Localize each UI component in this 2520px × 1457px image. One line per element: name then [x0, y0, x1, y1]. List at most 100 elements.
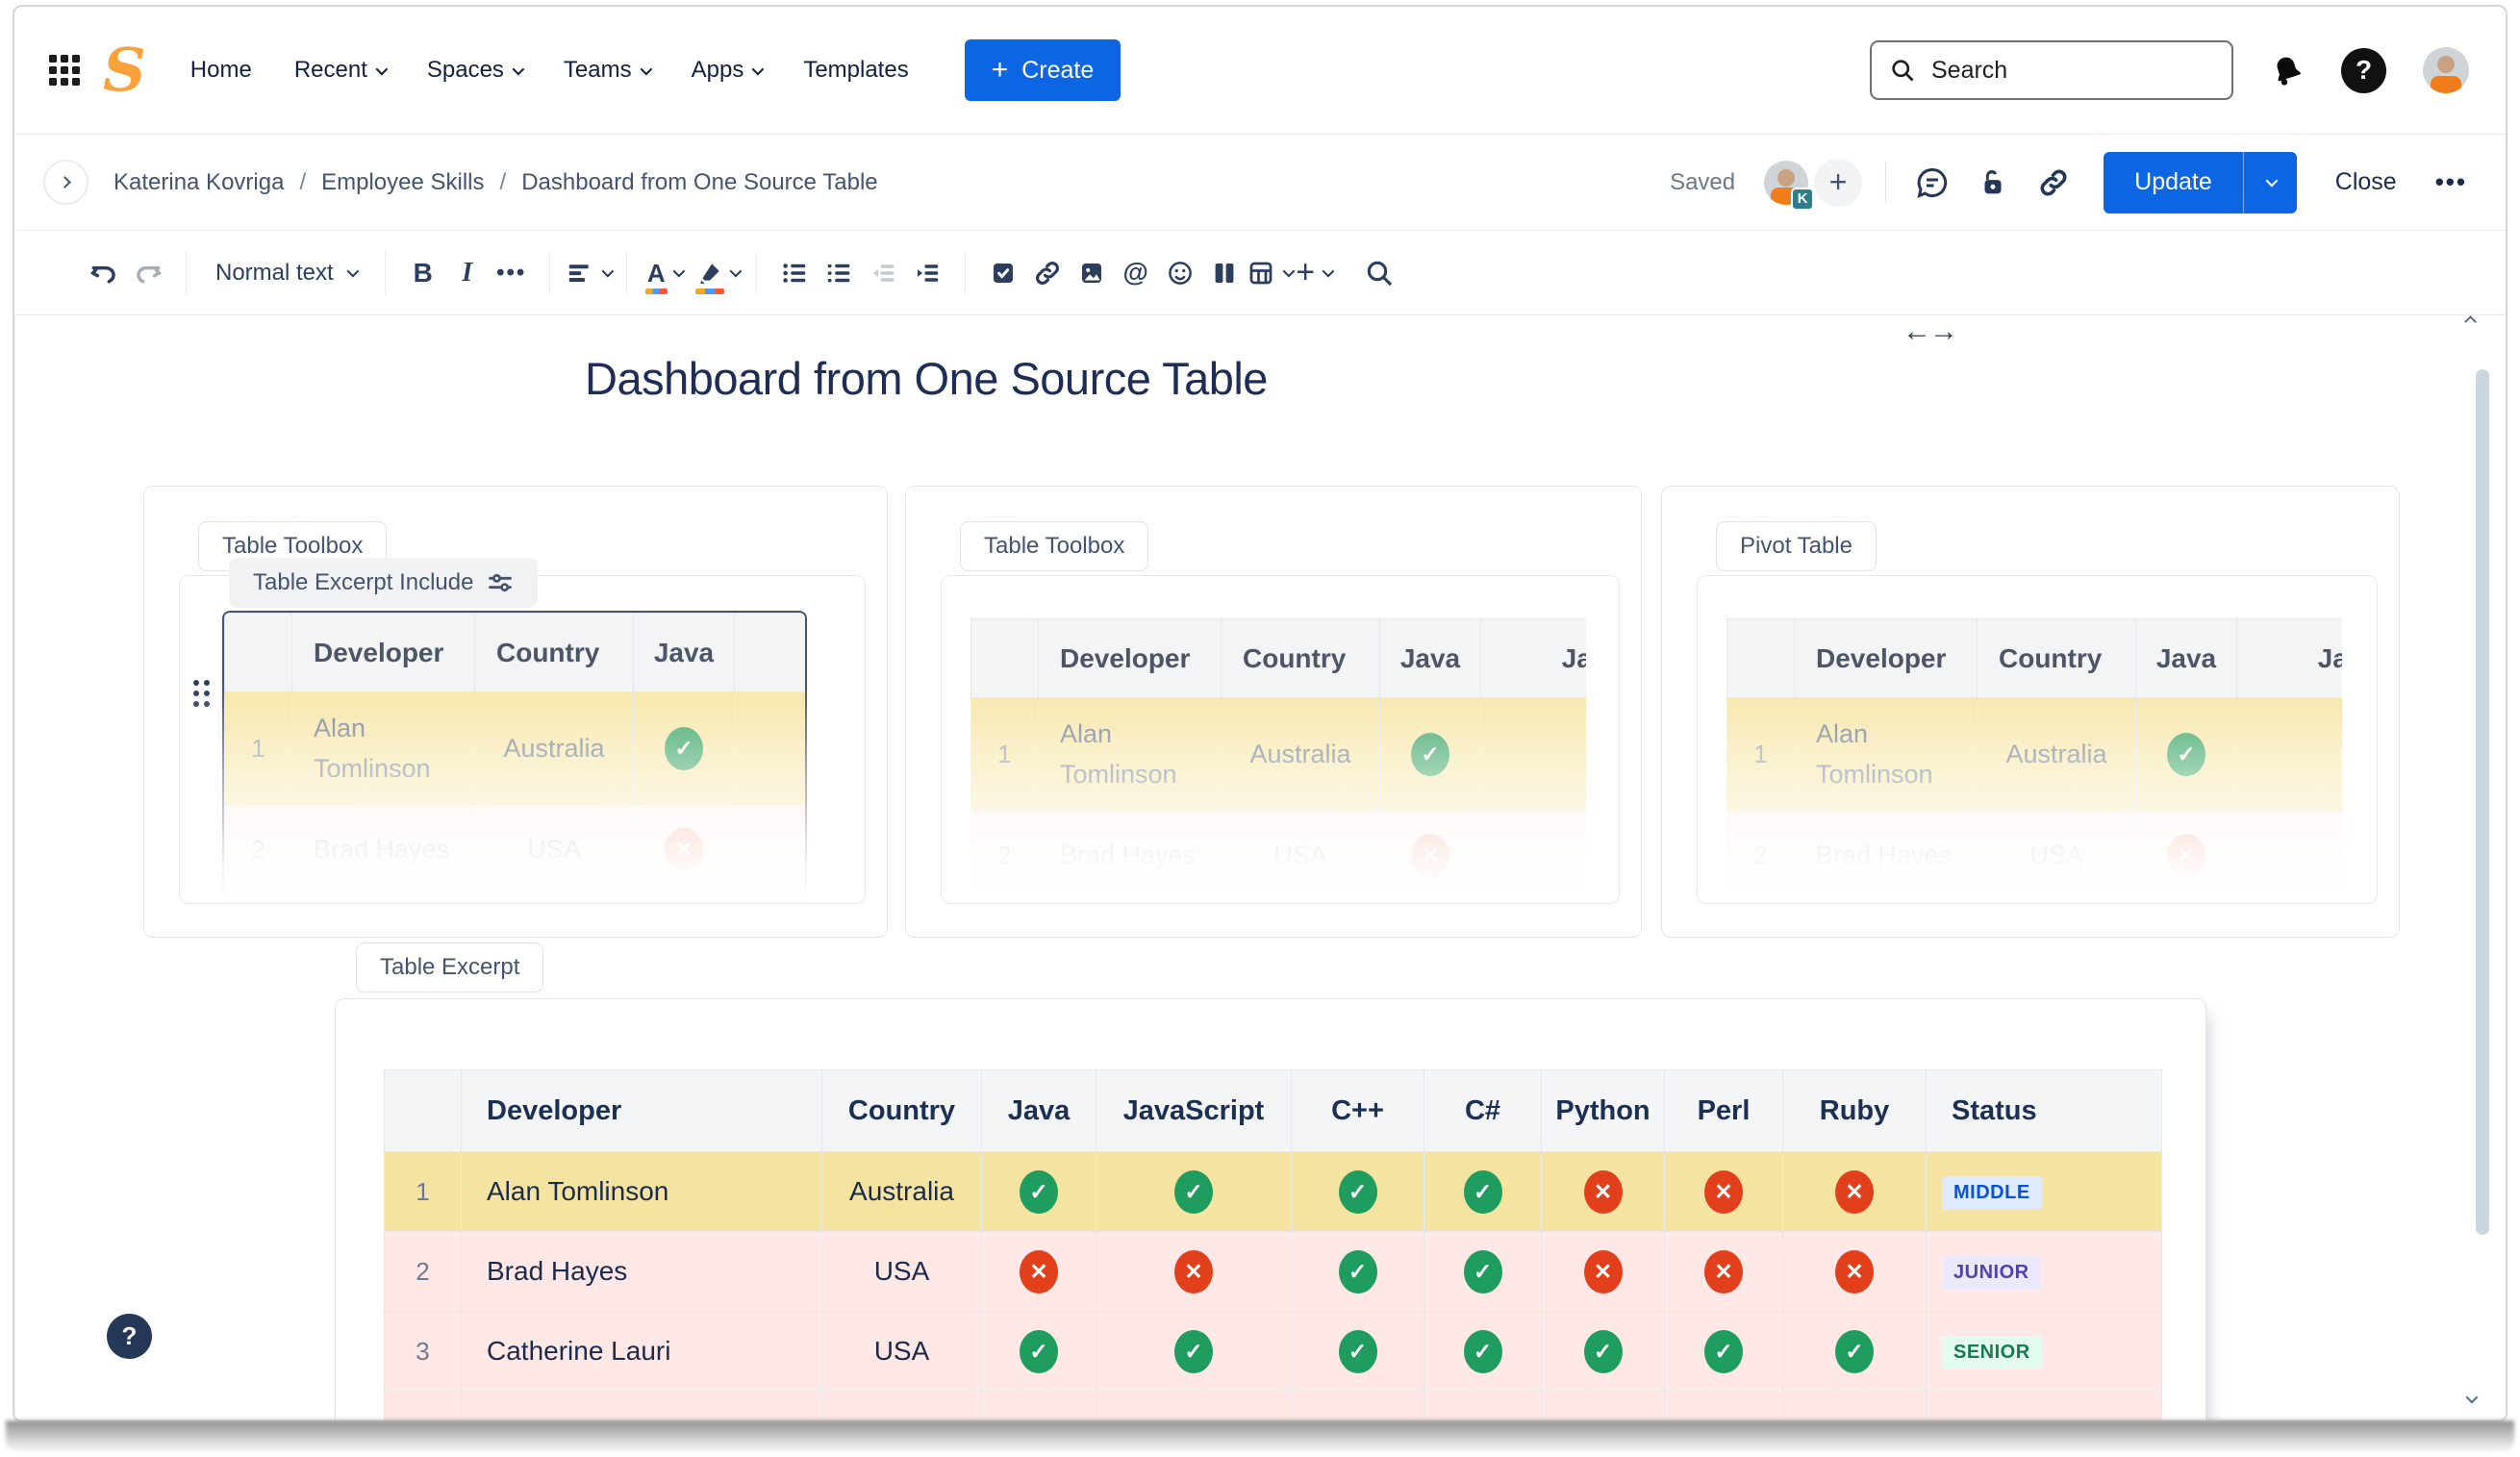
menu-item-recent[interactable]: Recent	[294, 57, 389, 84]
insert-dropdown[interactable]: +	[1292, 248, 1336, 298]
developer-cell[interactable]: Alan Tomlinson	[461, 1151, 822, 1232]
menu-item-teams[interactable]: Teams	[564, 57, 652, 84]
emoji-button[interactable]	[1158, 248, 1202, 298]
mention-button[interactable]: @	[1122, 258, 1148, 287]
table-dropdown[interactable]	[1247, 248, 1295, 298]
skill-cell[interactable]: ✓	[981, 1311, 1096, 1392]
skill-cell[interactable]: ✕	[1664, 1231, 1783, 1312]
indent-button[interactable]	[905, 248, 949, 298]
status-cell[interactable]	[1926, 1391, 2162, 1420]
skill-cell[interactable]: ✕	[1782, 1151, 1927, 1232]
row-number[interactable]: 1	[384, 1151, 462, 1232]
breadcrumb-link-0[interactable]: Katerina Kovriga	[113, 168, 285, 195]
unlock-icon[interactable]	[1977, 166, 2009, 199]
skill-cell[interactable]: ✕	[1782, 1231, 1927, 1312]
macro-label-chip-excerpt[interactable]: Table Excerpt	[356, 942, 544, 992]
fullwidth-toggle-icon[interactable]: ←→	[1903, 315, 1958, 347]
update-button[interactable]: Update	[2104, 151, 2243, 214]
skill-cell[interactable]	[981, 1391, 1096, 1420]
text-color-dropdown[interactable]: A	[643, 248, 687, 298]
product-logo[interactable]: S	[103, 35, 146, 105]
outdent-button[interactable]	[861, 248, 905, 298]
help-fab-button[interactable]: ?	[107, 1314, 152, 1359]
row-number[interactable]: 3	[384, 1311, 462, 1392]
scroll-up-icon[interactable]	[2464, 314, 2477, 331]
collaborator-avatar[interactable]: K	[1764, 160, 1815, 211]
menu-item-apps[interactable]: Apps	[692, 57, 765, 84]
skill-cell[interactable]	[1424, 1391, 1542, 1420]
skill-cell[interactable]	[1291, 1391, 1424, 1420]
status-cell[interactable]: MIDDLE	[1926, 1151, 2162, 1232]
layout-columns-button[interactable]	[1202, 248, 1247, 298]
skill-cell[interactable]: ✓	[1424, 1151, 1542, 1232]
link-button[interactable]	[1025, 248, 1070, 298]
page-title[interactable]: Dashboard from One Source Table	[585, 353, 1268, 404]
text-style-dropdown[interactable]: Normal text	[202, 260, 369, 287]
menu-item-templates[interactable]: Templates	[803, 57, 909, 83]
numbered-list-button[interactable]	[817, 248, 861, 298]
create-button[interactable]: + Create	[964, 39, 1121, 101]
highlight-color-dropdown[interactable]	[695, 248, 743, 298]
close-button[interactable]: Close	[2334, 168, 2397, 195]
breadcrumb-link-2[interactable]: Dashboard from One Source Table	[521, 168, 878, 195]
developer-cell[interactable]: Catherine Lauri	[461, 1311, 822, 1392]
macro-label-chip-inner[interactable]: Table Excerpt Include	[229, 558, 539, 608]
redo-button[interactable]	[126, 248, 170, 298]
italic-button[interactable]: I	[462, 257, 473, 288]
skill-cell[interactable]: ✓	[981, 1151, 1096, 1232]
skill-cell[interactable]	[1541, 1391, 1665, 1420]
skill-cell[interactable]: ✓	[1541, 1311, 1665, 1392]
notifications-bell-icon[interactable]	[2270, 53, 2305, 88]
skill-cell[interactable]: ✕	[981, 1231, 1096, 1312]
skill-cell[interactable]: ✕	[1541, 1151, 1665, 1232]
skill-cell[interactable]: ✓	[1782, 1311, 1927, 1392]
more-actions-button[interactable]: •••	[2434, 167, 2467, 196]
skill-cell[interactable]: ✓	[1096, 1151, 1292, 1232]
menu-item-home[interactable]: Home	[189, 57, 252, 83]
find-button[interactable]	[1357, 248, 1401, 298]
skill-cell[interactable]	[1782, 1391, 1927, 1420]
search-input[interactable]: Search	[1870, 40, 2233, 100]
skill-cell[interactable]: ✓	[1291, 1151, 1424, 1232]
alignment-dropdown[interactable]	[566, 248, 614, 298]
skill-cell[interactable]	[1096, 1391, 1292, 1420]
status-cell[interactable]: JUNIOR	[1926, 1231, 2162, 1312]
app-switcher-icon[interactable]	[49, 55, 80, 86]
developer-cell[interactable]	[461, 1391, 822, 1420]
bold-button[interactable]: B	[413, 257, 433, 288]
breadcrumb-link-1[interactable]: Employee Skills	[321, 168, 485, 195]
profile-avatar[interactable]	[2423, 47, 2469, 93]
more-formatting-button[interactable]: •••	[496, 259, 527, 286]
skill-cell[interactable]: ✓	[1096, 1311, 1292, 1392]
country-cell[interactable]: USA	[821, 1311, 982, 1392]
row-number[interactable]	[384, 1391, 462, 1420]
country-cell[interactable]	[821, 1391, 982, 1420]
skill-cell[interactable]: ✓	[1424, 1311, 1542, 1392]
skill-cell[interactable]: ✓	[1424, 1231, 1542, 1312]
comment-icon[interactable]	[1915, 165, 1950, 200]
expand-sidebar-button[interactable]	[43, 160, 88, 205]
status-cell[interactable]: SENIOR	[1926, 1311, 2162, 1392]
task-list-button[interactable]	[981, 248, 1025, 298]
macro-label-chip[interactable]: Pivot Table	[1716, 521, 1877, 571]
skill-cell[interactable]: ✓	[1291, 1231, 1424, 1312]
skill-cell[interactable]	[1664, 1391, 1783, 1420]
row-number[interactable]: 2	[384, 1231, 462, 1312]
macro-label-chip[interactable]: Table Toolbox	[960, 521, 1149, 571]
country-cell[interactable]: USA	[821, 1231, 982, 1312]
update-dropdown-button[interactable]	[2242, 151, 2297, 214]
skill-cell[interactable]: ✓	[1291, 1311, 1424, 1392]
skill-cell[interactable]: ✕	[1664, 1151, 1783, 1232]
help-icon[interactable]: ?	[2341, 47, 2386, 93]
developer-cell[interactable]: Brad Hayes	[461, 1231, 822, 1312]
scrollbar-thumb[interactable]	[2476, 369, 2489, 1235]
menu-item-spaces[interactable]: Spaces	[427, 57, 525, 84]
skill-cell[interactable]: ✓	[1664, 1311, 1783, 1392]
scroll-down-icon[interactable]	[2465, 1391, 2479, 1408]
selected-table-outline[interactable]: DeveloperCountryJavaJavaScript1Alan Toml…	[222, 611, 807, 899]
invite-button[interactable]: +	[1814, 158, 1863, 207]
country-cell[interactable]: Australia	[821, 1151, 982, 1232]
image-button[interactable]	[1070, 248, 1114, 298]
skill-cell[interactable]: ✕	[1541, 1231, 1665, 1312]
bullet-list-button[interactable]	[772, 248, 817, 298]
